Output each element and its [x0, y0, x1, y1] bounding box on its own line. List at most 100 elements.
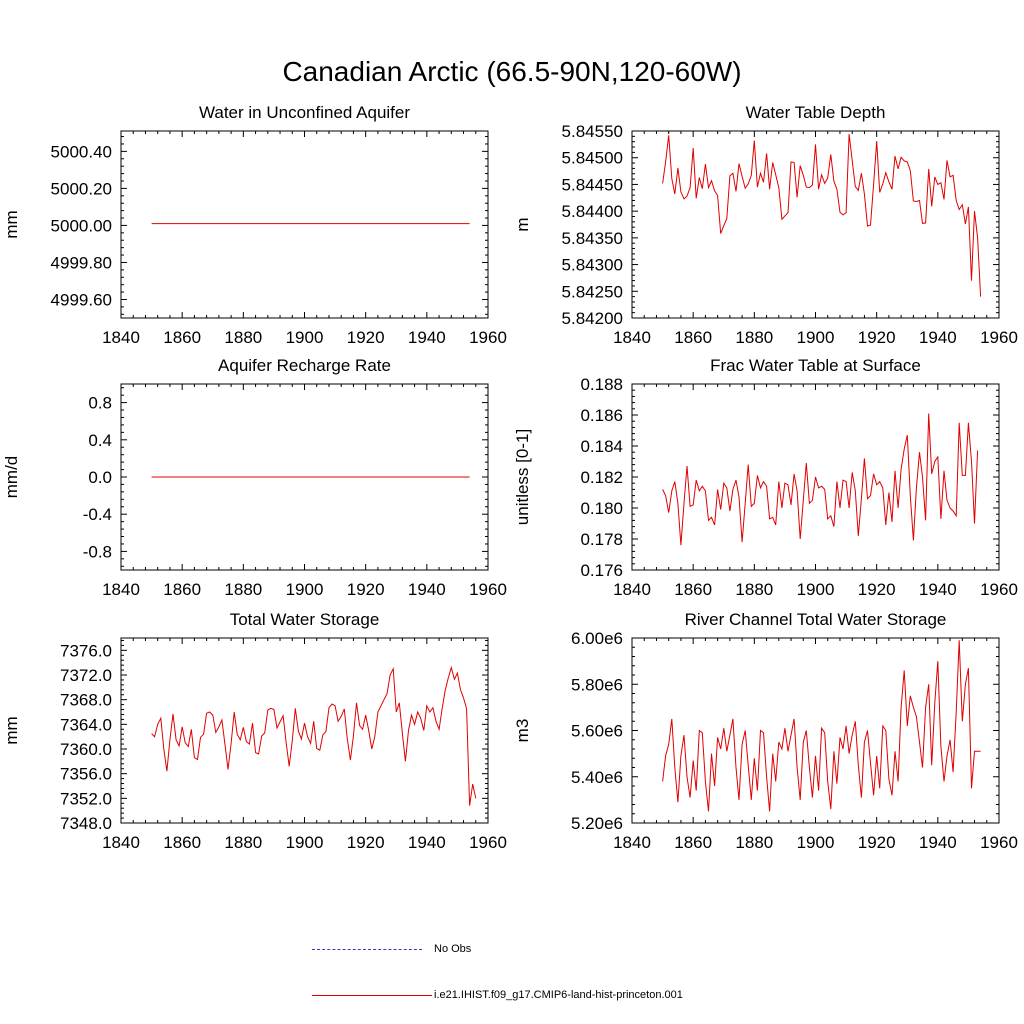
- plot-area: Water in Unconfined Aquifer mm 1840 1860 188…: [2, 103, 1018, 852]
- x-tick-label: 1900: [797, 833, 835, 852]
- y-axis-label: m3: [513, 719, 532, 743]
- panel-title: River Channel Total Water Storage: [685, 610, 947, 629]
- y-tick-label: 0.178: [580, 530, 623, 549]
- y-axis-label: m: [513, 217, 532, 231]
- y-tick-label: 5.84400: [562, 202, 623, 221]
- x-tick-label: 1900: [286, 833, 324, 852]
- x-tick-label: 1940: [408, 580, 446, 599]
- y-tick-label: 0.184: [580, 437, 623, 456]
- y-tick-label: 7364.0: [60, 715, 112, 734]
- x-tick-label: 1960: [980, 833, 1018, 852]
- y-tick-label: 5.84450: [562, 175, 623, 194]
- x-tick-label: 1860: [163, 833, 201, 852]
- y-tick-label: 0.0: [88, 468, 112, 487]
- y-tick-label: 5.84300: [562, 256, 623, 275]
- y-tick-label: 0.186: [580, 406, 623, 425]
- y-tick-label: 7372.0: [60, 666, 112, 685]
- x-tick-label: 1940: [919, 833, 957, 852]
- y-tick-label: 5.84500: [562, 149, 623, 168]
- y-tick-label: 5.84550: [562, 122, 623, 141]
- panel-frame: [120, 637, 489, 824]
- panel-title: Aquifer Recharge Rate: [218, 356, 391, 375]
- y-axis-label: mm/d: [2, 456, 21, 499]
- x-tick-label: 1960: [980, 580, 1018, 599]
- x-tick-label: 1920: [858, 328, 896, 347]
- x-tick-label: 1940: [408, 833, 446, 852]
- y-tick-label: 5000.20: [51, 179, 112, 198]
- x-tick-label: 1900: [797, 328, 835, 347]
- x-tick-label: 1860: [163, 328, 201, 347]
- series-line: [662, 640, 981, 812]
- x-tick-label: 1840: [102, 580, 140, 599]
- y-tick-label: 5.84350: [562, 229, 623, 248]
- y-tick-label: 7356.0: [60, 765, 112, 784]
- x-tick-label: 1960: [469, 580, 507, 599]
- series-line: [151, 665, 477, 806]
- x-tick-label: 1880: [224, 328, 262, 347]
- y-tick-label: 5.84250: [562, 282, 623, 301]
- y-tick-label: 6.00e6: [571, 629, 623, 648]
- x-tick-label: 1920: [347, 580, 385, 599]
- panel-title: Total Water Storage: [230, 610, 380, 629]
- x-tick-label: 1900: [286, 580, 324, 599]
- y-axis-label: mm: [2, 716, 21, 744]
- y-tick-label: 4999.80: [51, 253, 112, 272]
- x-tick-label: 1940: [408, 328, 446, 347]
- series-line: [662, 134, 982, 297]
- x-tick-label: 1840: [613, 833, 651, 852]
- panel-title: Frac Water Table at Surface: [710, 356, 921, 375]
- y-tick-label: 5.60e6: [571, 722, 623, 741]
- x-tick-label: 1900: [797, 580, 835, 599]
- y-tick-label: 5.84200: [562, 309, 623, 328]
- panel-6: River Channel Total Water Storage m3 1840 1…: [513, 610, 1018, 852]
- x-tick-label: 1880: [224, 580, 262, 599]
- x-tick-label: 1920: [347, 833, 385, 852]
- x-tick-label: 1960: [469, 833, 507, 852]
- y-tick-label: 5000.00: [51, 216, 112, 235]
- panel-1: Water in Unconfined Aquifer mm 1840 1860 188…: [2, 103, 507, 347]
- y-tick-label: 0.8: [88, 394, 112, 413]
- panel-5: Total Water Storage mm 1840 1860 1880 1900 192…: [2, 610, 507, 852]
- y-tick-label: 7368.0: [60, 691, 112, 710]
- panel-4: Frac Water Table at Surface unitless [0-1…: [513, 356, 1018, 599]
- x-tick-label: 1860: [163, 580, 201, 599]
- y-axis-label: unitless [0-1]: [513, 429, 532, 525]
- panel-title: Water Table Depth: [746, 103, 886, 122]
- y-tick-label: 0.4: [88, 431, 112, 450]
- panel-title: Water in Unconfined Aquifer: [199, 103, 410, 122]
- legend-label-model: i.e21.IHIST.f09_g17.CMIP6-land-hist-prin…: [434, 989, 683, 1001]
- series-line: [662, 413, 979, 546]
- y-tick-label: -0.8: [83, 542, 112, 561]
- x-tick-label: 1940: [919, 580, 957, 599]
- figure-title: Canadian Arctic (66.5-90N,120-60W): [282, 56, 742, 87]
- y-tick-label: 7352.0: [60, 789, 112, 808]
- y-tick-label: 5.20e6: [571, 814, 623, 833]
- x-tick-label: 1920: [347, 328, 385, 347]
- x-tick-label: 1880: [735, 580, 773, 599]
- y-tick-label: -0.4: [83, 505, 112, 524]
- y-tick-label: 0.176: [580, 561, 623, 580]
- y-tick-label: 5000.40: [51, 142, 112, 161]
- x-tick-label: 1960: [980, 328, 1018, 347]
- legend-solid-line-swatch: [312, 995, 432, 996]
- x-tick-label: 1860: [674, 580, 712, 599]
- x-tick-label: 1880: [224, 833, 262, 852]
- x-tick-label: 1840: [102, 328, 140, 347]
- x-tick-label: 1860: [674, 833, 712, 852]
- x-tick-label: 1940: [919, 328, 957, 347]
- legend-dashed-line-swatch: [312, 949, 422, 950]
- panel-frame: [120, 130, 489, 319]
- y-tick-label: 0.180: [580, 499, 623, 518]
- panel-3: Aquifer Recharge Rate mm/d 1840 1860 1880 190…: [2, 356, 507, 599]
- y-tick-label: 4999.60: [51, 290, 112, 309]
- x-tick-label: 1900: [286, 328, 324, 347]
- x-tick-label: 1840: [613, 328, 651, 347]
- y-tick-label: 7376.0: [60, 641, 112, 660]
- y-tick-label: 5.80e6: [571, 675, 623, 694]
- y-tick-label: 5.40e6: [571, 768, 623, 787]
- x-tick-label: 1880: [735, 833, 773, 852]
- x-tick-label: 1860: [674, 328, 712, 347]
- x-tick-label: 1840: [102, 833, 140, 852]
- y-tick-label: 0.182: [580, 468, 623, 487]
- panel-frame: [631, 130, 1000, 319]
